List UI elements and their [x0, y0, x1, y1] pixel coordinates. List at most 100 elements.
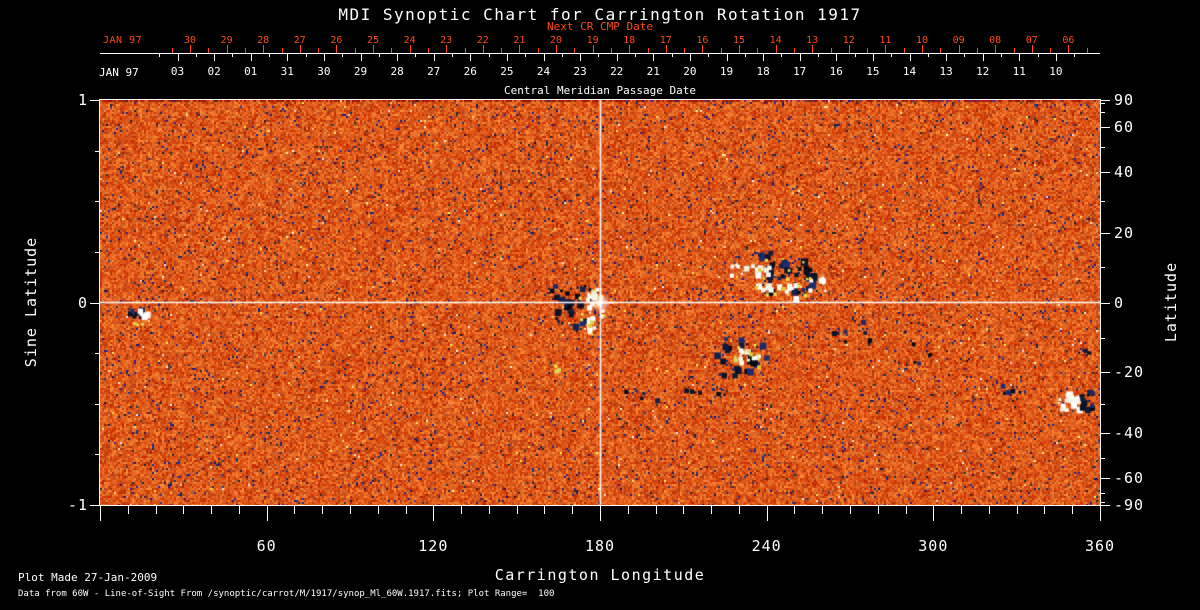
longitude-minor-tick	[377, 505, 379, 514]
next-cr-date-label: 19	[586, 35, 599, 46]
cmp-date-tick	[250, 53, 252, 61]
longitude-minor-tick	[127, 505, 129, 514]
longitude-minor-tick	[961, 505, 963, 514]
next-cr-minor-tick	[1013, 48, 1015, 53]
cmp-month-label: JAN 97	[99, 66, 139, 79]
longitude-minor-tick	[294, 505, 296, 514]
next-cr-date-tick	[592, 45, 594, 53]
next-cr-date-tick	[775, 45, 777, 53]
next-cr-minor-tick	[464, 48, 466, 53]
next-cr-date-tick	[629, 45, 631, 53]
latitude-tick-label: -90	[1114, 496, 1145, 514]
cmp-date-label: 30	[317, 65, 331, 78]
cmp-date-minor-tick	[415, 53, 417, 57]
next-cr-date-label: 15	[732, 35, 746, 46]
cmp-date-minor-tick	[342, 53, 344, 57]
next-cr-date-label: 10	[915, 35, 929, 46]
cmp-date-tick	[763, 53, 765, 61]
cmp-date-minor-tick	[854, 53, 856, 57]
cmp-date-tick	[872, 53, 874, 61]
next-cr-date-tick	[665, 45, 667, 53]
cmp-date-tick	[580, 53, 582, 61]
cmp-date-minor-tick	[488, 53, 490, 57]
cmp-date-label: 29	[353, 65, 368, 78]
longitude-minor-tick	[461, 505, 463, 514]
next-cr-minor-tick	[501, 48, 503, 53]
cmp-date-minor-tick	[1074, 53, 1076, 57]
cmp-date-minor-tick	[1037, 53, 1039, 57]
cmp-date-tick	[982, 53, 984, 61]
cmp-date-label: 17	[793, 65, 807, 78]
next-cr-minor-tick	[281, 48, 283, 53]
next-cr-minor-tick	[391, 48, 393, 53]
next-cr-minor-tick	[610, 48, 612, 53]
cmp-date-minor-tick	[891, 53, 893, 57]
cmp-date-label: 03	[170, 65, 185, 78]
footer-data-source: Data from 60W - Line-of-Sight From /syno…	[18, 589, 555, 599]
longitude-tick	[433, 505, 435, 521]
cmp-date-tick	[360, 53, 362, 61]
longitude-minor-tick	[655, 505, 657, 514]
longitude-tick	[1100, 505, 1101, 521]
latitude-tick-label: -60	[1114, 468, 1145, 487]
next-cr-date-label: 14	[769, 35, 782, 46]
cmp-date-tick	[433, 53, 435, 61]
cmp-date-tick	[799, 53, 801, 61]
longitude-minor-tick	[711, 505, 713, 514]
next-cr-minor-tick	[574, 48, 576, 53]
longitude-tick	[100, 505, 101, 521]
cmp-date-label: 10	[1049, 65, 1063, 78]
latitude-tick	[1100, 477, 1110, 479]
longitude-minor-tick	[211, 505, 213, 514]
next-cr-minor-tick	[171, 48, 173, 53]
cmp-date-label: 01	[244, 65, 258, 78]
next-cr-minor-tick	[537, 48, 539, 53]
cmp-date-tick	[1055, 53, 1057, 61]
next-cr-date-tick	[482, 45, 484, 53]
next-cr-date-tick	[299, 45, 301, 53]
latitude-tick-label: 60	[1114, 118, 1135, 137]
next-cr-date-tick	[702, 45, 704, 53]
next-cr-date-tick	[519, 45, 521, 53]
latitude-tick-label: -40	[1114, 423, 1145, 442]
next-cr-minor-tick	[647, 48, 649, 53]
next-cr-date-tick	[739, 45, 740, 53]
magnetogram-image	[100, 100, 1100, 505]
next-cr-minor-tick	[793, 48, 795, 53]
next-cr-date-tick	[446, 45, 448, 53]
cmp-date-minor-tick	[378, 53, 380, 57]
longitude-tick-label: 360	[1084, 537, 1116, 555]
x-axis-title: Carrington Longitude	[494, 566, 706, 584]
latitude-tick	[1100, 233, 1110, 235]
latitude-tick-label: 90	[1114, 91, 1135, 109]
next-cr-minor-tick	[427, 48, 429, 53]
longitude-minor-tick	[822, 505, 824, 514]
longitude-minor-tick	[183, 505, 185, 514]
next-cr-date-label: 23	[440, 35, 453, 46]
cmp-date-minor-tick	[818, 53, 819, 57]
next-cr-date-tick	[1031, 45, 1033, 53]
next-cr-date-label: 13	[806, 35, 819, 46]
longitude-minor-tick	[488, 505, 490, 514]
cmp-date-tick	[177, 53, 179, 61]
longitude-minor-tick	[627, 505, 629, 514]
cmp-date-label: 25	[500, 65, 514, 78]
next-cr-date-label: 09	[952, 35, 965, 46]
magnetogram-plot-frame	[99, 99, 1101, 506]
latitude-tick	[1100, 127, 1110, 129]
longitude-minor-tick	[350, 505, 351, 514]
latitude-tick	[1100, 302, 1110, 304]
next-cr-date-tick	[848, 45, 850, 53]
longitude-tick	[766, 505, 768, 521]
cmp-axis-title: Central Meridian Passage Date	[503, 84, 697, 97]
next-cr-date-tick	[263, 45, 265, 53]
cmp-date-tick	[726, 53, 728, 61]
cmp-date-tick	[946, 53, 948, 61]
cmp-date-label: 27	[427, 65, 441, 78]
longitude-minor-tick	[794, 505, 796, 514]
cmp-date-minor-tick	[159, 53, 161, 57]
next-cr-minor-tick	[244, 48, 246, 53]
longitude-minor-tick	[1072, 505, 1074, 514]
next-cr-date-label: 26	[330, 35, 343, 46]
cmp-date-label: 26	[463, 65, 477, 78]
